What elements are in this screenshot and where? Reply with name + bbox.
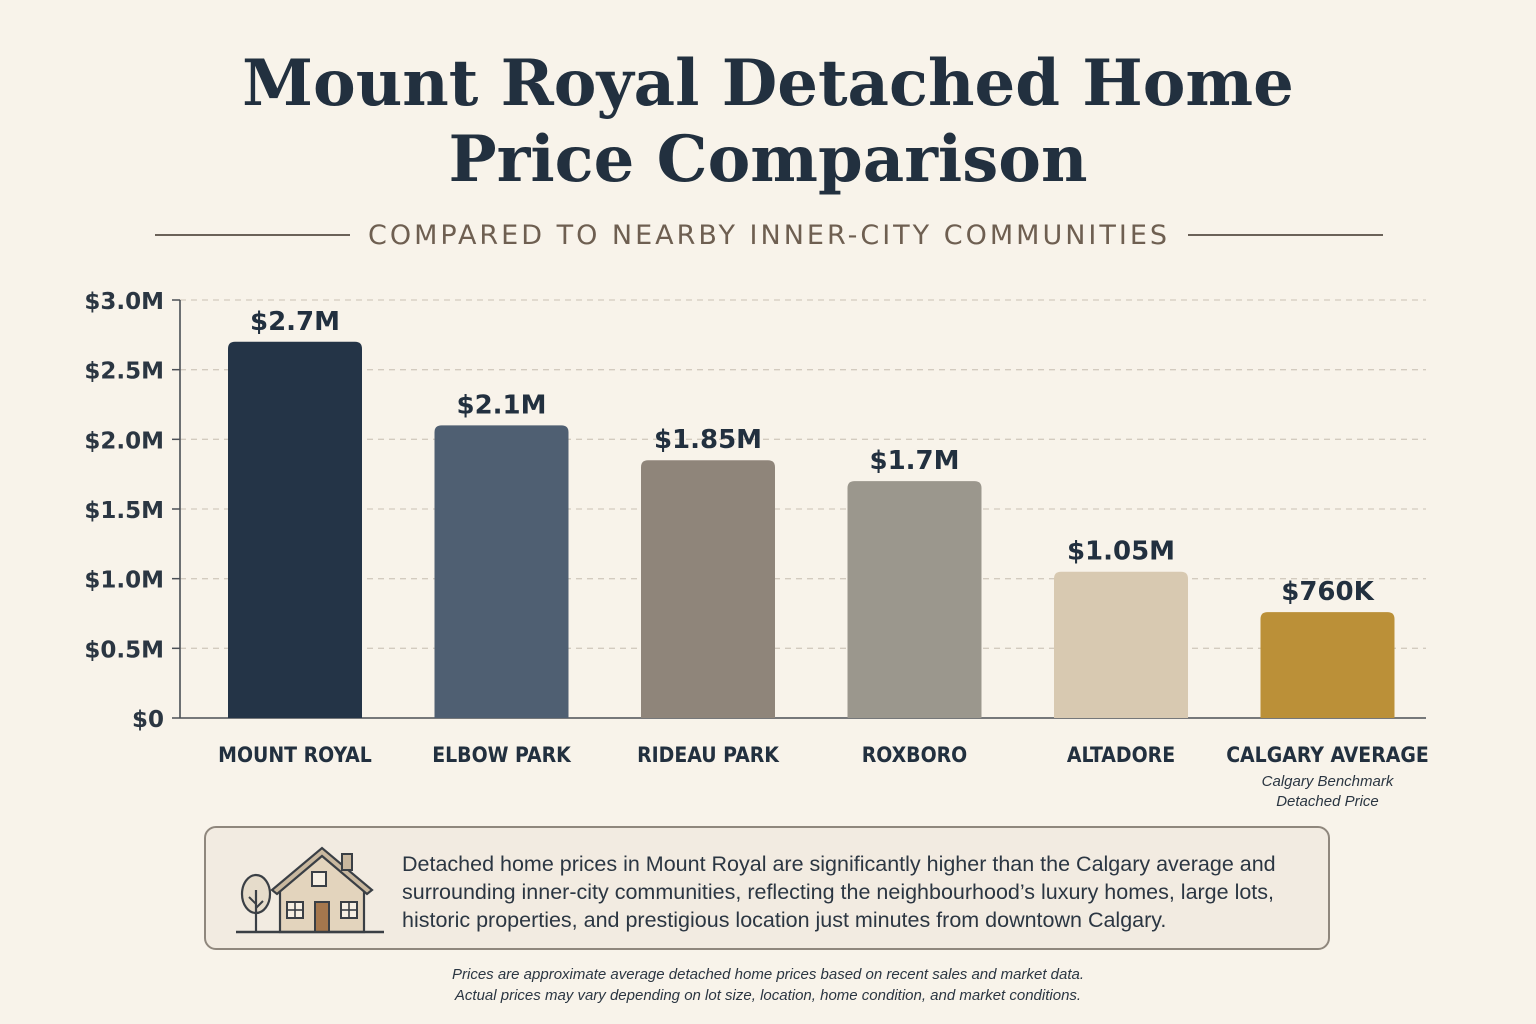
bar: [434, 425, 569, 718]
data-label: $1.05M: [1067, 537, 1175, 567]
bar: [228, 341, 362, 718]
x-tick-label: MOUNT ROYAL: [218, 743, 372, 767]
y-tick-label: $3.0M: [84, 289, 164, 315]
footnote-line1: Prices are approximate average detached …: [451, 966, 1085, 983]
data-label: $2.1M: [456, 390, 546, 420]
bar: [641, 460, 775, 718]
x-tick-label: ALTADORE: [1067, 743, 1175, 767]
category-note: Calgary Benchmark: [1262, 773, 1395, 790]
y-tick-label: $0.5M: [84, 637, 164, 663]
footnote-line2: Actual prices may vary depending on lot …: [454, 987, 1082, 1004]
bar: [847, 481, 982, 718]
y-tick-label: $1.0M: [84, 568, 164, 594]
data-label: $1.7M: [869, 446, 959, 476]
bar-chart: $0 $0.5M $1.0M $1.5M $2.0M $2.5M $3.0M $2.7M MOU…: [84, 289, 1429, 810]
x-tick-label: RIDEAU PARK: [637, 743, 780, 767]
data-label: $2.7M: [250, 307, 340, 337]
footnote: Prices are approximate average detached …: [0, 964, 1536, 1006]
y-tick-label: $2.0M: [84, 428, 164, 454]
category-note: Detached Price: [1276, 793, 1379, 810]
bar: [1054, 571, 1188, 718]
chart-title-line2: Price Comparison: [448, 122, 1088, 197]
data-label: $1.85M: [654, 425, 762, 455]
data-label: $760K: [1281, 577, 1374, 607]
chart-title-line1: Mount Royal Detached Home: [242, 46, 1294, 121]
chart-subtitle: COMPARED TO NEARBY INNER-CITY COMMUNITIE…: [367, 219, 1171, 251]
bar: [1260, 612, 1395, 718]
subtitle-row: COMPARED TO NEARBY INNER-CITY COMMUNITIE…: [155, 212, 1384, 258]
x-tick-label: CALGARY AVERAGE: [1226, 743, 1429, 767]
subtitle-divider-right: [1188, 234, 1384, 236]
y-tick-label: $1.5M: [84, 498, 164, 524]
subtitle-divider-left: [155, 234, 350, 236]
chart-title: Mount Royal Detached Home Price Comparis…: [0, 46, 1536, 198]
info-text: Detached home prices in Mount Royal are …: [402, 852, 1276, 932]
house-icon: [236, 846, 384, 934]
info-box: Detached home prices in Mount Royal are …: [204, 826, 1330, 950]
x-tick-label: ELBOW PARK: [432, 743, 572, 767]
y-tick-label: $0: [132, 707, 164, 733]
x-tick-label: ROXBORO: [862, 743, 968, 767]
y-tick-label: $2.5M: [84, 359, 164, 385]
